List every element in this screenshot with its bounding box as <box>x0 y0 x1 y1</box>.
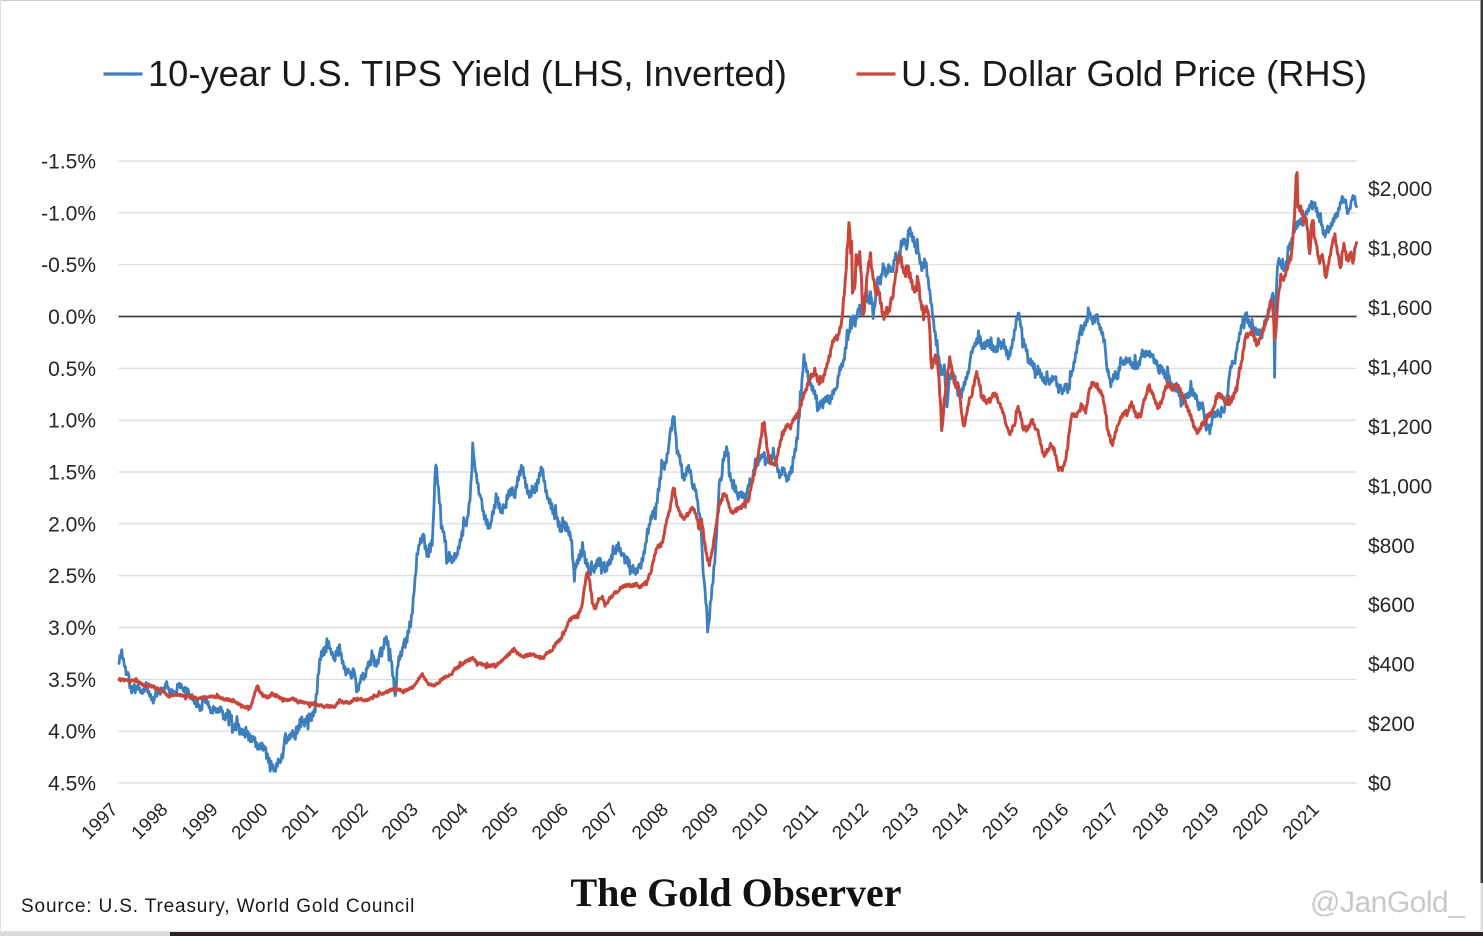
svg-text:-0.5%: -0.5% <box>41 254 96 277</box>
svg-text:$1,400: $1,400 <box>1368 357 1432 380</box>
svg-text:$800: $800 <box>1368 535 1415 558</box>
svg-text:0.0%: 0.0% <box>48 306 96 329</box>
svg-text:$200: $200 <box>1368 713 1415 736</box>
svg-text:4.0%: 4.0% <box>48 721 96 744</box>
svg-text:-1.5%: -1.5% <box>41 151 96 174</box>
svg-text:4.5%: 4.5% <box>48 773 96 796</box>
svg-text:$1,000: $1,000 <box>1368 475 1432 498</box>
svg-text:The Gold Observer: The Gold Observer <box>570 870 901 915</box>
svg-text:0.5%: 0.5% <box>48 358 96 381</box>
svg-text:$1,600: $1,600 <box>1368 297 1432 320</box>
svg-text:1.0%: 1.0% <box>48 410 96 433</box>
svg-text:1.5%: 1.5% <box>48 462 96 485</box>
svg-text:$1,200: $1,200 <box>1368 416 1432 439</box>
svg-text:2.0%: 2.0% <box>48 513 96 536</box>
svg-text:U.S. Dollar Gold Price (RHS): U.S. Dollar Gold Price (RHS) <box>901 53 1367 94</box>
svg-text:$2,000: $2,000 <box>1368 178 1432 201</box>
svg-text:Source: U.S. Treasury, World G: Source: U.S. Treasury, World Gold Counci… <box>21 896 415 917</box>
svg-text:3.0%: 3.0% <box>48 617 96 640</box>
svg-text:3.5%: 3.5% <box>48 669 96 692</box>
svg-text:2.5%: 2.5% <box>48 565 96 588</box>
svg-text:$0: $0 <box>1368 773 1391 796</box>
svg-text:10-year U.S. TIPS Yield (LHS,: 10-year U.S. TIPS Yield (LHS, Inverted) <box>148 53 787 94</box>
svg-text:$1,800: $1,800 <box>1368 238 1432 261</box>
svg-text:$400: $400 <box>1368 654 1415 677</box>
svg-text:$600: $600 <box>1368 594 1415 617</box>
svg-text:-1.0%: -1.0% <box>41 202 96 225</box>
svg-text:@JanGold_: @JanGold_ <box>1310 886 1466 919</box>
